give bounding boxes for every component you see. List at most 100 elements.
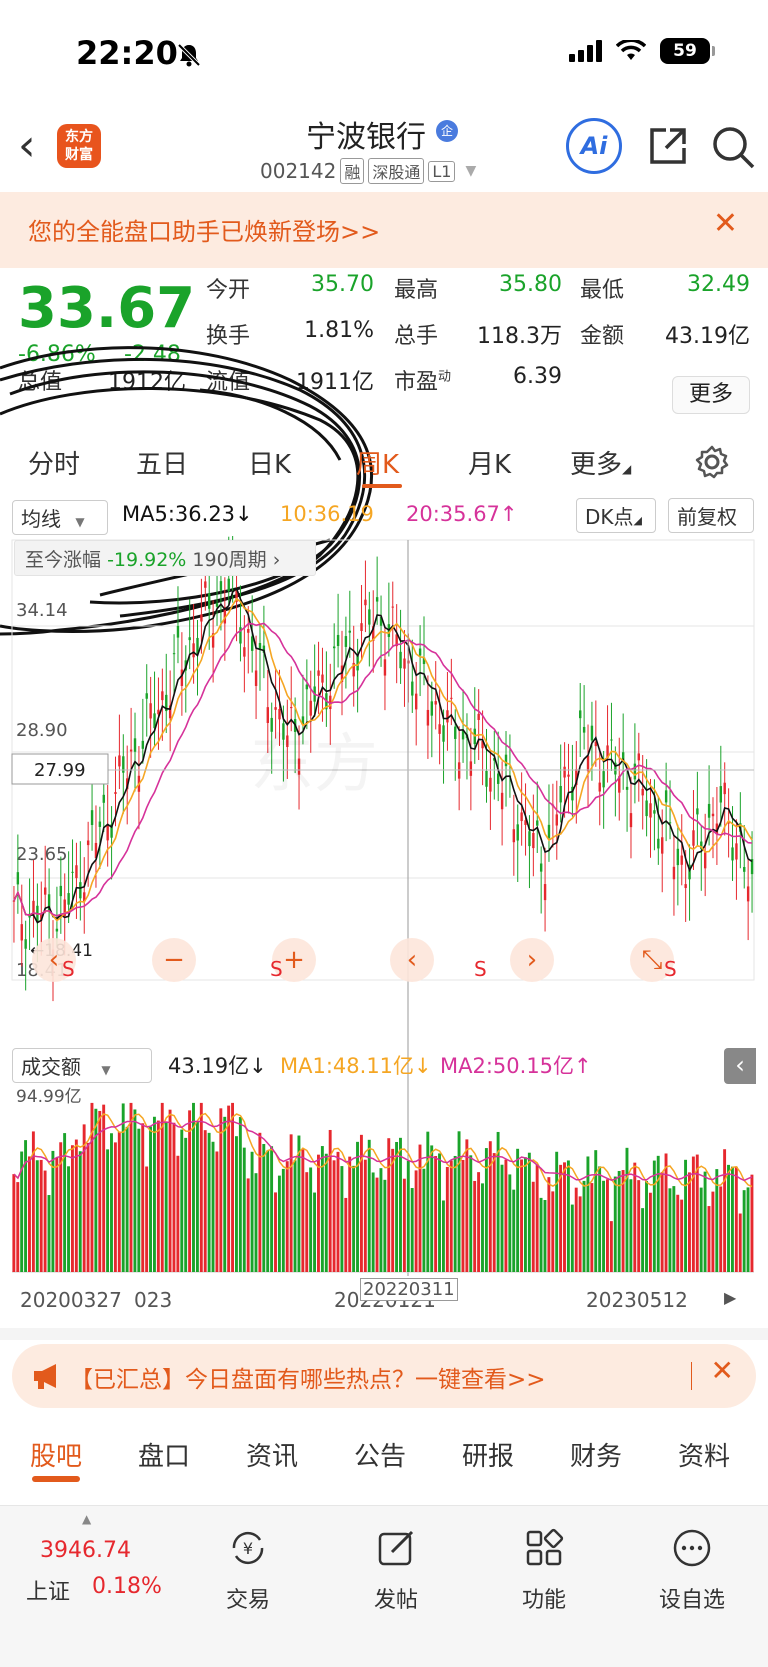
candle-body — [700, 841, 703, 849]
add-watchlist-button[interactable]: 设自选 — [632, 1526, 752, 1614]
candle-body — [243, 647, 246, 657]
candle-body — [309, 700, 312, 716]
amount-label: 金额 — [580, 324, 625, 349]
volume-bar — [199, 1102, 203, 1272]
volume-bar — [410, 1188, 414, 1272]
tab-orderbook[interactable]: 盘口 — [138, 1442, 191, 1472]
tab-five-day[interactable]: 五日 — [136, 450, 189, 480]
volume-bar — [746, 1187, 750, 1272]
volume-bar — [51, 1150, 55, 1272]
chart-control-icon: − — [163, 945, 185, 975]
tab-finance[interactable]: 财务 — [570, 1442, 623, 1472]
adjust-select[interactable]: 前复权 — [668, 498, 754, 533]
news-banner[interactable]: 【已汇总】今日盘面有哪些热点？一键查看>> ✕ — [12, 1344, 756, 1408]
volume-value: 118.3万 — [477, 324, 562, 349]
play-icon[interactable]: ▶ — [724, 1288, 737, 1307]
volume-bar — [430, 1145, 434, 1272]
tab-research[interactable]: 研报 — [462, 1442, 515, 1472]
volume-bar — [391, 1148, 395, 1272]
candle-body — [180, 669, 184, 686]
promo-banner[interactable]: 您的全能盘口助手已焕新登场>> ✕ — [0, 192, 768, 268]
volume-indicator-select[interactable]: 成交额 ▼ — [12, 1048, 152, 1083]
candle-body — [250, 636, 254, 651]
volume-bar — [156, 1120, 160, 1272]
candle-body — [223, 607, 227, 624]
volume-bar — [250, 1151, 254, 1272]
tab-monthly-k[interactable]: 月K — [468, 450, 512, 480]
volume-bar — [12, 1174, 16, 1272]
candle-body — [161, 691, 164, 701]
tab-news[interactable]: 资讯 — [246, 1442, 299, 1472]
collapse-panel-button[interactable]: ‹ — [724, 1048, 756, 1084]
post-button[interactable]: 发帖 — [336, 1526, 456, 1614]
indicator-select[interactable]: 均线 ▼ — [12, 500, 108, 535]
candle-body — [278, 709, 281, 720]
volume-bar — [418, 1144, 422, 1272]
volume-bar — [227, 1105, 231, 1272]
candle-body — [497, 773, 500, 784]
volume-bar — [47, 1195, 51, 1272]
volume-bar — [457, 1131, 461, 1272]
trade-button[interactable]: ¥ 交易 — [188, 1526, 308, 1614]
back-button[interactable]: ‹ — [18, 120, 36, 171]
volume-bar — [262, 1144, 266, 1272]
volume-bar — [63, 1133, 67, 1272]
sh-index-value[interactable]: 3946.74 — [40, 1538, 131, 1563]
volume-bar — [235, 1136, 238, 1272]
candle-body — [434, 701, 437, 705]
tab-more[interactable]: 更多◢ — [570, 450, 632, 480]
volume-bar — [332, 1160, 336, 1272]
tab-guba[interactable]: 股吧 — [30, 1442, 83, 1472]
candle-body — [543, 884, 547, 901]
caret-up-icon: ▲ — [82, 1512, 92, 1526]
stock-code-row[interactable]: 002142 融 深股通 L1 ▼ — [260, 158, 476, 184]
tab-announcements[interactable]: 公告 — [354, 1442, 407, 1472]
date-axis: 20200327 023 20220121 20220311 20230512 … — [0, 1278, 768, 1322]
candle-body — [157, 709, 160, 715]
close-icon[interactable]: ✕ — [710, 1354, 734, 1387]
candle-body — [559, 785, 562, 803]
eastmoney-logo[interactable]: 东方 财富 — [57, 124, 101, 168]
volume-bar — [195, 1121, 199, 1272]
volume-bar — [55, 1157, 59, 1272]
volume-bar — [133, 1109, 137, 1272]
close-icon[interactable]: ✕ — [712, 206, 738, 241]
volume-bar — [555, 1151, 559, 1272]
candle-body — [688, 864, 691, 880]
chart-control-icon: › — [527, 945, 537, 975]
sell-signal-marker: S — [270, 957, 283, 981]
dk-point-select[interactable]: DK点◢ — [576, 498, 656, 533]
search-icon[interactable] — [710, 124, 756, 170]
candle-body — [426, 709, 430, 726]
candle-body — [606, 745, 609, 759]
tab-weekly-k[interactable]: 周K — [356, 450, 400, 480]
tab-daily-k[interactable]: 日K — [248, 450, 292, 480]
volume-bar — [492, 1153, 496, 1272]
candle-body — [571, 786, 574, 801]
volume-bar — [559, 1164, 563, 1272]
volume-bar — [43, 1170, 47, 1272]
candle-body — [500, 792, 504, 810]
ai-button[interactable]: Ai — [566, 118, 622, 174]
candle-body — [450, 697, 453, 699]
volume-bar — [633, 1162, 637, 1272]
volume-bar — [484, 1148, 488, 1272]
candle-body — [692, 830, 695, 846]
chart-control-icon: + — [283, 945, 305, 975]
kline-chart[interactable]: 34.1428.9023.6518.4127.99←18.41‹−+‹›⤡SSS… — [0, 536, 768, 1284]
candle-body — [94, 842, 98, 859]
candle-body — [735, 843, 738, 860]
volume-bar — [78, 1151, 82, 1272]
volume-bar — [31, 1131, 35, 1272]
tab-profile[interactable]: 资料 — [678, 1442, 731, 1472]
chart-control-button — [32, 938, 76, 982]
volume-bar — [184, 1137, 188, 1272]
gear-icon[interactable] — [694, 444, 730, 480]
functions-button[interactable]: 功能 — [484, 1526, 604, 1614]
since-change-box[interactable]: 至今涨幅 -19.92% 190周期 › — [14, 540, 316, 576]
volume-bar — [453, 1155, 457, 1272]
share-icon[interactable] — [646, 124, 690, 168]
tab-intraday[interactable]: 分时 — [28, 450, 81, 480]
more-button[interactable]: 更多 — [672, 376, 750, 414]
volume-bar — [727, 1164, 730, 1272]
